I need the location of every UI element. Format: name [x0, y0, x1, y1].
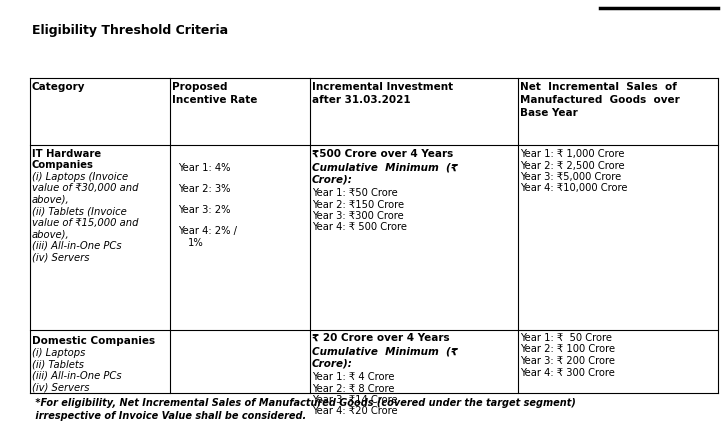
Text: Year 2: ₹150 Crore: Year 2: ₹150 Crore [312, 199, 404, 209]
Text: Cumulative  Minimum  (₹: Cumulative Minimum (₹ [312, 346, 458, 356]
Text: Year 2: ₹ 8 Crore: Year 2: ₹ 8 Crore [312, 384, 395, 393]
Text: Domestic Companies: Domestic Companies [32, 336, 155, 346]
Text: Year 3: ₹300 Crore: Year 3: ₹300 Crore [312, 211, 404, 221]
Text: Year 4: ₹ 300 Crore: Year 4: ₹ 300 Crore [520, 367, 615, 377]
Text: Crore):: Crore): [312, 359, 353, 369]
Text: Proposed
Incentive Rate: Proposed Incentive Rate [172, 82, 258, 105]
Text: (i) Laptops: (i) Laptops [32, 348, 85, 358]
Text: Year 1: ₹ 4 Crore: Year 1: ₹ 4 Crore [312, 372, 395, 382]
Text: *For eligibility, Net Incremental Sales of Manufactured Goods (covered under the: *For eligibility, Net Incremental Sales … [32, 398, 576, 421]
Text: Year 3: ₹5,000 Crore: Year 3: ₹5,000 Crore [520, 172, 621, 182]
Text: Year 3: 2%: Year 3: 2% [178, 205, 231, 215]
Text: (ii) Tablets: (ii) Tablets [32, 359, 84, 370]
Text: (iv) Servers: (iv) Servers [32, 253, 90, 262]
Text: Year 2: ₹ 100 Crore: Year 2: ₹ 100 Crore [520, 344, 615, 355]
Text: (ii) Tablets (Invoice: (ii) Tablets (Invoice [32, 206, 127, 217]
Text: Year 4: ₹20 Crore: Year 4: ₹20 Crore [312, 407, 397, 416]
Text: (iii) All-in-One PCs: (iii) All-in-One PCs [32, 371, 122, 381]
Text: Crore):: Crore): [312, 175, 353, 185]
Text: Eligibility Threshold Criteria: Eligibility Threshold Criteria [32, 24, 228, 37]
Text: above),: above), [32, 195, 70, 205]
Text: Net  Incremental  Sales  of
Manufactured  Goods  over
Base Year: Net Incremental Sales of Manufactured Go… [520, 82, 680, 118]
Text: ₹ 20 Crore over 4 Years: ₹ 20 Crore over 4 Years [312, 333, 450, 343]
Text: Year 1: ₹ 1,000 Crore: Year 1: ₹ 1,000 Crore [520, 149, 625, 159]
Text: (iv) Servers: (iv) Servers [32, 382, 90, 392]
Text: Year 4: ₹10,000 Crore: Year 4: ₹10,000 Crore [520, 183, 628, 194]
Text: (iii) All-in-One PCs: (iii) All-in-One PCs [32, 241, 122, 251]
Text: value of ₹30,000 and: value of ₹30,000 and [32, 183, 138, 194]
Text: Year 3: ₹14 Crore: Year 3: ₹14 Crore [312, 395, 397, 405]
Text: Companies: Companies [32, 161, 94, 171]
Text: Year 1: ₹50 Crore: Year 1: ₹50 Crore [312, 188, 397, 198]
Text: IT Hardware: IT Hardware [32, 149, 101, 159]
Text: Year 3: ₹ 200 Crore: Year 3: ₹ 200 Crore [520, 356, 615, 366]
Text: Year 1: ₹  50 Crore: Year 1: ₹ 50 Crore [520, 333, 612, 343]
Text: Cumulative  Minimum  (₹: Cumulative Minimum (₹ [312, 162, 458, 172]
Text: above),: above), [32, 229, 70, 239]
Text: Year 4: 2% /: Year 4: 2% / [178, 226, 237, 236]
Text: (i) Laptops (Invoice: (i) Laptops (Invoice [32, 172, 128, 182]
Text: 1%: 1% [188, 238, 204, 248]
Text: Incremental Investment
after 31.03.2021: Incremental Investment after 31.03.2021 [312, 82, 453, 105]
Text: Year 1: 4%: Year 1: 4% [178, 163, 231, 173]
Text: Year 2: 3%: Year 2: 3% [178, 184, 231, 194]
Text: Year 4: ₹ 500 Crore: Year 4: ₹ 500 Crore [312, 223, 407, 232]
Text: Category: Category [32, 82, 85, 92]
Text: value of ₹15,000 and: value of ₹15,000 and [32, 218, 138, 228]
Text: Year 2: ₹ 2,500 Crore: Year 2: ₹ 2,500 Crore [520, 161, 625, 171]
Text: ₹500 Crore over 4 Years: ₹500 Crore over 4 Years [312, 149, 454, 159]
